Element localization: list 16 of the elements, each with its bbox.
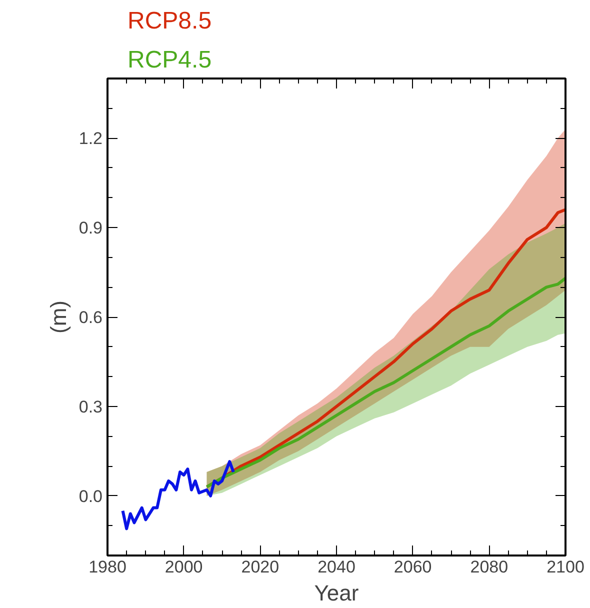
y-tick-label: 0.6 <box>78 308 103 327</box>
text: RCP4.5 <box>128 46 212 74</box>
x-tick-label: 2000 <box>164 558 203 576</box>
x-tick-label: 2020 <box>241 558 280 576</box>
x-axis-title: Year <box>314 580 359 606</box>
x-tick-label: 2040 <box>318 558 356 576</box>
x-tick-label: 2100 <box>546 558 584 576</box>
x-tick-label: 1980 <box>88 558 126 576</box>
y-tick-label: 0.9 <box>78 218 103 238</box>
y-tick-label: 0.0 <box>78 486 103 506</box>
text: RCP8.5 <box>128 8 212 34</box>
x-tick-label: 2080 <box>470 558 508 576</box>
y-axis-title: (m) <box>46 300 71 334</box>
y-tick-label: 1.2 <box>78 129 103 148</box>
x-tick-label: 2060 <box>394 558 432 576</box>
y-tick-label: 0.3 <box>78 397 103 416</box>
